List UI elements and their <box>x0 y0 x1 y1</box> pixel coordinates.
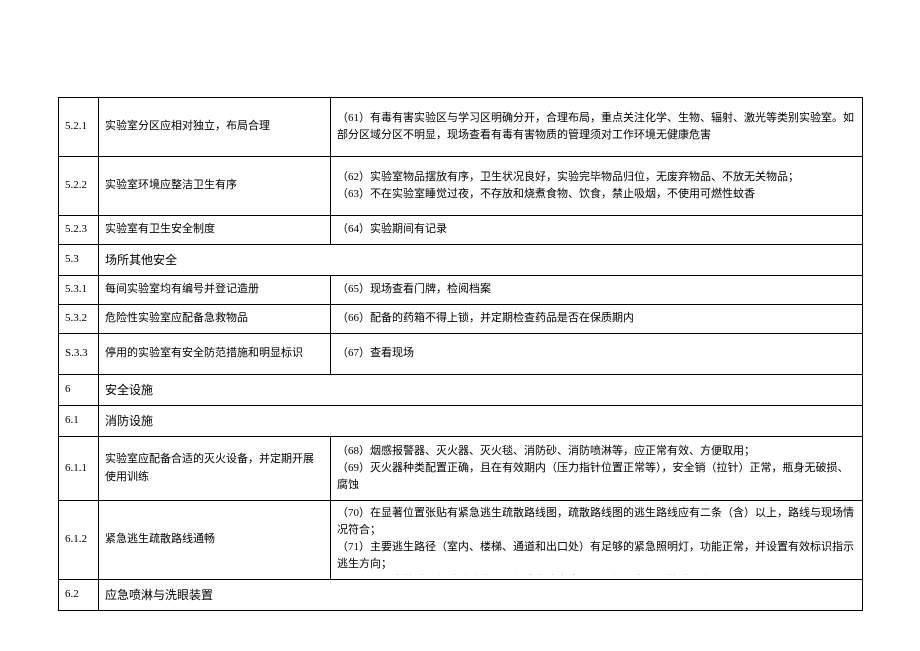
table-row: 5.2.1实验室分区应相对独立，布局合理（61）有毒有害实验区与学习区明确分开，… <box>59 98 863 157</box>
safety-inspection-table: 5.2.1实验室分区应相对独立，布局合理（61）有毒有害实验区与学习区明确分开，… <box>58 97 863 611</box>
row-desc: （65）现场查看门牌，检阅档案 <box>331 276 863 305</box>
row-title: 场所其他安全 <box>99 245 863 276</box>
row-desc: （64）实验期间有记录 <box>331 216 863 245</box>
table-row: S.3.3停用的实验室有安全防范措施和明显标识（67）查看现场 <box>59 334 863 375</box>
row-desc: （67）查看现场 <box>331 334 863 375</box>
row-desc: （70）在显著位置张贴有紧急逃生疏散路线图，疏散路线图的逃生路线应有二条（含）以… <box>331 501 863 580</box>
row-title: 应急喷淋与洗眼装置 <box>99 580 863 611</box>
row-number: 6.1 <box>59 406 99 437</box>
table-row: 5.3.1每间实验室均有编号并登记造册（65）现场查看门牌，检阅档案 <box>59 276 863 305</box>
row-number: 6.1.1 <box>59 437 99 501</box>
table-row: 5.3.2危险性实验室应配备急救物品（66）配备的药箱不得上锁，并定期检查药品是… <box>59 305 863 334</box>
row-number: 6.1.2 <box>59 501 99 580</box>
row-title: 危险性实验室应配备急救物品 <box>99 305 331 334</box>
row-desc: （62）实验室物品摆放有序，卫生状况良好，实验完毕物品归位，无废弃物品、不放无关… <box>331 157 863 216</box>
row-title: 实验室分区应相对独立，布局合理 <box>99 98 331 157</box>
table-row: 5.2.2实验室环境应整洁卫生有序（62）实验室物品摆放有序，卫生状况良好，实验… <box>59 157 863 216</box>
row-desc: （68）烟感报警器、灭火器、灭火毯、消防砂、消防喷淋等，应正常有效、方便取用；（… <box>331 437 863 501</box>
row-number: 6.2 <box>59 580 99 611</box>
row-title: 紧急逃生疏散路线通畅 <box>99 501 331 580</box>
row-desc: （66）配备的药箱不得上锁，并定期检查药品是否在保质期内 <box>331 305 863 334</box>
table-row: 6安全设施 <box>59 375 863 406</box>
row-number: 5.2.2 <box>59 157 99 216</box>
table-row: 6.1.1实验室应配备合适的灭火设备，并定期开展使用训练（68）烟感报警器、灭火… <box>59 437 863 501</box>
row-number: 5.3 <box>59 245 99 276</box>
row-number: 6 <box>59 375 99 406</box>
table-row: 6.2应急喷淋与洗眼装置 <box>59 580 863 611</box>
row-title: 实验室应配备合适的灭火设备，并定期开展使用训练 <box>99 437 331 501</box>
row-number: 5.3.1 <box>59 276 99 305</box>
table-row: 5.2.3实验室有卫生安全制度（64）实验期间有记录 <box>59 216 863 245</box>
row-title: 停用的实验室有安全防范措施和明显标识 <box>99 334 331 375</box>
row-title: 消防设施 <box>99 406 863 437</box>
row-number: 5.2.1 <box>59 98 99 157</box>
row-number: S.3.3 <box>59 334 99 375</box>
row-number: 5.3.2 <box>59 305 99 334</box>
table-row: 6.1消防设施 <box>59 406 863 437</box>
table-row: 5.3场所其他安全 <box>59 245 863 276</box>
row-number: 5.2.3 <box>59 216 99 245</box>
row-desc: （61）有毒有害实验区与学习区明确分开，合理布局，重点关注化学、生物、辐射、激光… <box>331 98 863 157</box>
row-title: 实验室有卫生安全制度 <box>99 216 331 245</box>
row-title: 每间实验室均有编号并登记造册 <box>99 276 331 305</box>
row-title: 实验室环境应整洁卫生有序 <box>99 157 331 216</box>
table-row: 6.1.2紧急逃生疏散路线通畅（70）在显著位置张贴有紧急逃生疏散路线图，疏散路… <box>59 501 863 580</box>
row-title: 安全设施 <box>99 375 863 406</box>
